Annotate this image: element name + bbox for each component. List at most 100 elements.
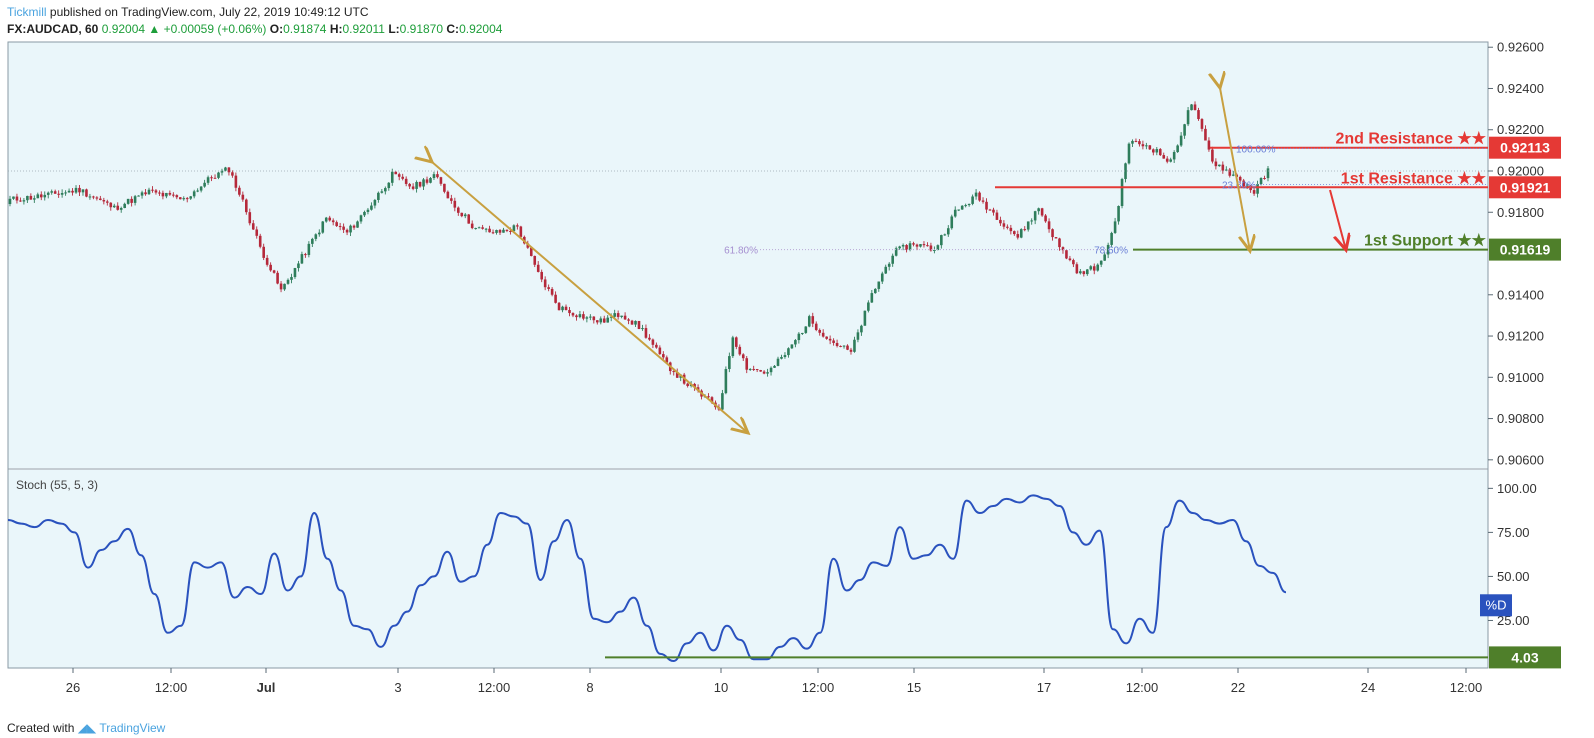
candle-body <box>64 192 67 194</box>
candle-body <box>863 310 867 326</box>
stoch-tick-label: 50.00 <box>1497 569 1530 584</box>
candle-down <box>1023 226 1027 232</box>
candle-down <box>912 241 915 247</box>
candle-body <box>394 171 398 175</box>
candle-body <box>446 191 450 199</box>
candle-down <box>116 202 120 211</box>
candle-up <box>863 310 867 326</box>
candle-up <box>960 205 964 210</box>
candle-body <box>953 209 957 217</box>
candle-up <box>26 195 29 203</box>
candle-down <box>269 262 272 272</box>
candle-body <box>1019 229 1023 238</box>
symbol-label: FX:AUDCAD, 60 <box>7 22 99 36</box>
tradingview-link[interactable]: TradingView <box>99 721 166 735</box>
candle-up <box>182 196 186 201</box>
candle-body <box>985 201 988 210</box>
author-link[interactable]: Tickmill <box>7 5 47 19</box>
candle-up <box>297 260 300 272</box>
candle-up <box>147 187 151 195</box>
candle-body <box>1058 238 1061 248</box>
price-axis[interactable]: 0.92600 0.92400 0.92200 0.92000 0.91800 0.914… <box>1488 40 1544 467</box>
resistance-2-price-tag <box>1489 136 1561 159</box>
candle-body <box>26 195 29 201</box>
candle-body <box>349 225 352 233</box>
candle-down <box>1072 258 1075 268</box>
candle-down <box>15 193 19 204</box>
candle-up <box>50 189 54 195</box>
time-tick-label: 12:00 <box>1450 680 1483 695</box>
candle-body <box>686 383 689 387</box>
candle-body <box>470 223 474 229</box>
candle-body <box>429 178 432 183</box>
candle-body <box>992 209 995 213</box>
candle-body <box>1256 183 1259 194</box>
candle-body <box>1013 231 1016 235</box>
candle-down <box>331 218 335 226</box>
footer: Created with ◢◣ TradingView <box>7 721 165 735</box>
candle-body <box>279 283 283 290</box>
tradingview-logo-icon[interactable]: ◢◣ <box>77 721 97 735</box>
candle-body <box>78 187 81 193</box>
candle-down <box>57 190 60 198</box>
candle-body <box>818 329 822 333</box>
candle-body <box>835 342 839 346</box>
candle-down <box>1193 101 1197 111</box>
candle-body <box>561 306 564 311</box>
candle-body <box>814 323 818 330</box>
candle-body <box>477 227 481 229</box>
candle-body <box>165 192 168 197</box>
candle-body <box>634 320 637 325</box>
candle-down <box>1065 249 1068 260</box>
candle-body <box>481 227 484 229</box>
stoch-series: 100.00 75.00 50.00 25.00 4.03 %D <box>7 481 1561 669</box>
candle-down <box>1040 207 1044 217</box>
candle-body <box>832 340 835 343</box>
candle-body <box>568 310 571 314</box>
candle-body <box>130 198 133 203</box>
candle-body <box>724 369 728 394</box>
candle-body <box>943 234 947 236</box>
candle-body <box>1186 110 1190 125</box>
support-1-label: 1st Support ★★ <box>1364 233 1487 250</box>
candle-up <box>220 168 224 176</box>
candle-down <box>821 329 825 338</box>
candle-up <box>870 289 874 304</box>
candle-body <box>658 347 662 355</box>
candle-up <box>950 214 954 230</box>
candle-down <box>394 171 398 175</box>
candle-up <box>317 229 321 237</box>
candle-up <box>1145 142 1148 150</box>
candle-down <box>1058 237 1061 251</box>
candle-body <box>324 217 328 222</box>
stoch-tick-label: 75.00 <box>1497 525 1530 540</box>
candle-body <box>533 255 537 265</box>
candle-body <box>575 315 578 318</box>
time-tick-label: 22 <box>1231 680 1245 695</box>
stoch-pane[interactable] <box>8 470 1488 668</box>
candle-down <box>238 185 241 197</box>
candle-body <box>794 340 797 345</box>
annotations: 61.80%78.60%100.00%23.60% <box>432 88 1488 433</box>
candle-body <box>748 368 752 370</box>
candle-up <box>856 329 860 343</box>
candle-up <box>1176 144 1179 153</box>
price-chart[interactable]: 2nd Resistance ★★ 0.92113 1st Resistance ★… <box>0 40 1594 720</box>
candle-body <box>995 212 999 220</box>
candle-body <box>1051 229 1054 238</box>
candle-body <box>662 354 665 358</box>
candle-body <box>95 197 99 199</box>
candle-body <box>856 332 860 340</box>
candle-body <box>1218 164 1221 167</box>
candle-body <box>206 177 210 183</box>
candle-down <box>175 194 179 200</box>
candle-body <box>1023 229 1027 231</box>
candle-body <box>627 319 630 321</box>
candle-body <box>1148 145 1152 150</box>
candle-up <box>196 188 199 193</box>
candle-body <box>783 355 787 357</box>
candle-body <box>71 190 74 193</box>
candle-down <box>762 370 766 375</box>
time-axis[interactable]: 26 12:00 Jul 3 12:00 8 10 12:00 15 17 12:00 22 24 12:… <box>66 668 1483 695</box>
candle-up <box>387 181 391 191</box>
